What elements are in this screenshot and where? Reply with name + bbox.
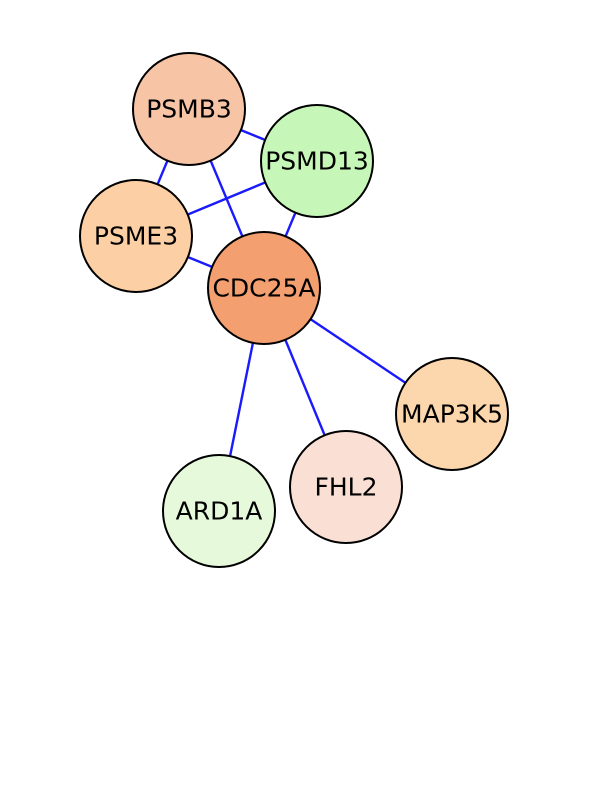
node-label-ard1a: ARD1A xyxy=(176,497,263,526)
node-label-psmb3: PSMB3 xyxy=(146,95,232,124)
node-circle-fhl2 xyxy=(289,430,403,544)
node-cdc25a[interactable]: CDC25A xyxy=(207,231,321,345)
node-map3k5[interactable]: MAP3K5 xyxy=(395,357,509,471)
node-label-cdc25a: CDC25A xyxy=(212,274,315,303)
node-circle-psmb3 xyxy=(132,52,246,166)
node-label-fhl2: FHL2 xyxy=(314,473,377,502)
node-psme3[interactable]: PSME3 xyxy=(79,179,193,293)
node-circle-map3k5 xyxy=(395,357,509,471)
node-circle-cdc25a xyxy=(207,231,321,345)
node-circle-psmd13 xyxy=(260,104,374,218)
node-label-psme3: PSME3 xyxy=(94,222,178,251)
node-fhl2[interactable]: FHL2 xyxy=(289,430,403,544)
nodes-layer: PSMB3 PSMD13 PSME3 CDC25A MAP3K5 FHL2 ARD1A xyxy=(79,52,509,568)
node-psmb3[interactable]: PSMB3 xyxy=(132,52,246,166)
node-label-map3k5: MAP3K5 xyxy=(401,400,503,429)
node-circle-ard1a xyxy=(162,454,276,568)
node-ard1a[interactable]: ARD1A xyxy=(162,454,276,568)
node-psmd13[interactable]: PSMD13 xyxy=(260,104,374,218)
node-label-psmd13: PSMD13 xyxy=(265,147,369,176)
node-circle-psme3 xyxy=(79,179,193,293)
